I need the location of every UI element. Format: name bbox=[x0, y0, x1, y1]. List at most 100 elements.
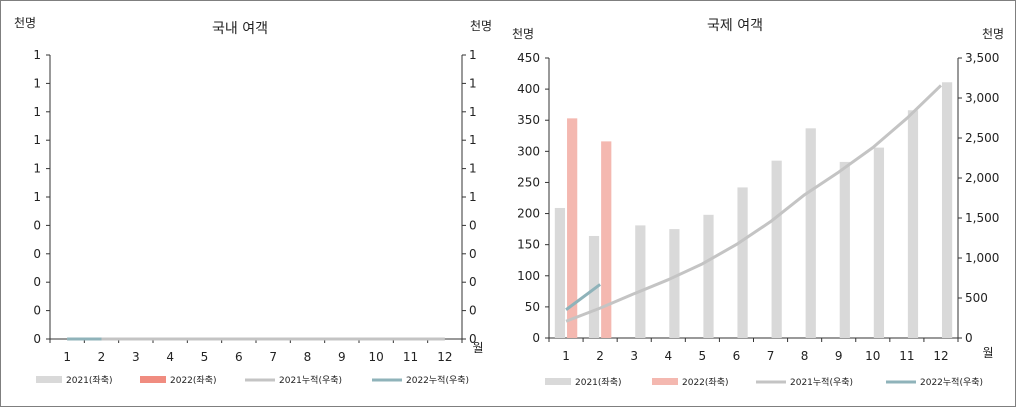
domestic-x-tick-label: 11 bbox=[403, 350, 418, 364]
international-x-tick-label: 11 bbox=[899, 349, 914, 363]
domestic-x-tick-label: 1 bbox=[63, 350, 71, 364]
domestic-right-tick-label: 0 bbox=[469, 247, 477, 261]
international-bar-2021 bbox=[941, 82, 953, 339]
domestic-right-tick-label: 1 bbox=[469, 105, 477, 119]
domestic-left-tick-label: 1 bbox=[33, 76, 41, 90]
international-chart: 0 50 100 150 200 250 300 350 400 450 0 500 1,000 1,50… bbox=[517, 51, 999, 363]
domestic-right-tick-label: 0 bbox=[469, 332, 477, 346]
international-x-tick-label: 6 bbox=[733, 349, 741, 363]
domestic-legend-label-c2021: 2021누적(우축) bbox=[279, 374, 342, 386]
domestic-x-tick-label: 9 bbox=[338, 350, 346, 364]
domestic-right-tick-label: 0 bbox=[469, 304, 477, 318]
domestic-right-tick-label: 1 bbox=[469, 76, 477, 90]
domestic-right-tick-label: 1 bbox=[469, 48, 477, 62]
international-x-unit: 월 bbox=[982, 346, 993, 360]
domestic-left-tick-label: 1 bbox=[33, 105, 41, 119]
international-right-tick-label: 2,000 bbox=[965, 171, 999, 185]
international-left-tick-label: 100 bbox=[517, 269, 540, 283]
international-bar-2021 bbox=[554, 207, 566, 338]
international-bar-2021 bbox=[703, 214, 714, 338]
international-x-tick-label: 9 bbox=[835, 349, 843, 363]
international-right-tick-label: 500 bbox=[965, 291, 988, 305]
international-x-tick-label: 2 bbox=[596, 349, 604, 363]
domestic-left-tick-label: 1 bbox=[33, 48, 41, 62]
domestic-x-tick-label: 7 bbox=[269, 350, 277, 364]
international-legend-label-y2022: 2022(좌축) bbox=[682, 377, 729, 388]
international-right-tick-label: 3,000 bbox=[965, 91, 999, 105]
domestic-x-tick-label: 5 bbox=[201, 350, 209, 364]
domestic-right-tick-label: 1 bbox=[469, 133, 477, 147]
international-left-tick-label: 400 bbox=[517, 82, 540, 96]
international-legend-label-c2021: 2021누적(우축) bbox=[790, 376, 853, 388]
international-bar-2021 bbox=[839, 161, 850, 338]
international-left-tick-label: 250 bbox=[517, 175, 540, 189]
domestic-left-tick-label: 0 bbox=[33, 218, 41, 232]
domestic-x-tick-label: 4 bbox=[166, 350, 174, 364]
international-line-2022-cumulative bbox=[565, 283, 602, 311]
domestic-right-tick-label: 0 bbox=[469, 275, 477, 289]
international-bar-2021 bbox=[805, 128, 816, 338]
domestic-x-tick-label: 8 bbox=[304, 350, 312, 364]
international-left-tick-label: 0 bbox=[532, 331, 540, 345]
international-bar-2021 bbox=[873, 147, 885, 338]
international-bar-2021 bbox=[588, 235, 600, 338]
domestic-left-tick-label: 0 bbox=[33, 247, 41, 261]
domestic-legend-swatch-y2022 bbox=[140, 376, 166, 383]
international-x-tick-label: 8 bbox=[801, 349, 809, 363]
international-chart-title: 국제 여객 bbox=[707, 18, 763, 34]
domestic-x-unit: 월 bbox=[472, 341, 483, 355]
international-x-tick-label: 12 bbox=[933, 349, 948, 363]
international-bar-2021 bbox=[907, 110, 919, 339]
domestic-right-unit: 천명 bbox=[470, 18, 492, 33]
international-left-tick-label: 150 bbox=[517, 238, 540, 252]
international-right-tick-label: 0 bbox=[965, 331, 973, 345]
domestic-left-tick-label: 0 bbox=[33, 332, 41, 346]
international-x-tick-label: 3 bbox=[630, 349, 638, 363]
international-right-tick-label: 1,500 bbox=[965, 211, 999, 225]
international-legend-swatch-y2021 bbox=[545, 378, 571, 385]
international-left-tick-label: 350 bbox=[517, 113, 540, 127]
legends: 2021(좌축) 2022(좌축) 2021누적(우축) 2022누적(우축) 2021… bbox=[36, 374, 983, 388]
international-bar-2021 bbox=[635, 225, 646, 338]
domestic-right-tick-label: 1 bbox=[469, 190, 477, 204]
international-x-tick-label: 7 bbox=[767, 349, 775, 363]
international-bar-2021 bbox=[669, 229, 680, 338]
international-x-tick-label: 1 bbox=[562, 349, 570, 363]
domestic-left-tick-label: 1 bbox=[33, 133, 41, 147]
international-legend-swatch-y2022 bbox=[652, 378, 678, 385]
international-right-unit: 천명 bbox=[982, 26, 1004, 41]
domestic-left-tick-label: 0 bbox=[33, 304, 41, 318]
domestic-x-tick-label: 3 bbox=[132, 350, 140, 364]
international-left-tick-label: 200 bbox=[517, 207, 540, 221]
domestic-legend-label-y2021: 2021(좌축) bbox=[66, 375, 113, 386]
international-legend-label-y2021: 2021(좌축) bbox=[575, 377, 622, 388]
domestic-legend-label-y2022: 2022(좌축) bbox=[170, 375, 217, 386]
international-left-tick-label: 50 bbox=[525, 300, 540, 314]
domestic-left-tick-label: 1 bbox=[33, 162, 41, 176]
international-line-2021-cumulative bbox=[565, 84, 942, 323]
domestic-legend-label-c2022: 2022누적(우축) bbox=[406, 374, 469, 386]
domestic-right-tick-label: 1 bbox=[469, 162, 477, 176]
domestic-x-tick-label: 12 bbox=[437, 350, 452, 364]
international-bar-2022 bbox=[601, 141, 612, 338]
domestic-left-tick-label: 0 bbox=[33, 275, 41, 289]
international-left-unit: 천명 bbox=[512, 26, 534, 41]
domestic-left-unit: 천명 bbox=[14, 15, 36, 30]
international-bar-2022 bbox=[567, 118, 578, 338]
domestic-x-tick-label: 10 bbox=[369, 350, 384, 364]
international-right-tick-label: 1,000 bbox=[965, 251, 999, 265]
international-x-tick-label: 10 bbox=[865, 349, 880, 363]
international-right-tick-label: 3,500 bbox=[965, 51, 999, 65]
domestic-legend-swatch-y2021 bbox=[36, 376, 62, 383]
international-left-tick-label: 450 bbox=[517, 51, 540, 65]
domestic-right-tick-label: 0 bbox=[469, 218, 477, 232]
international-bar-2021 bbox=[737, 187, 748, 338]
international-bar-2021 bbox=[771, 160, 782, 338]
international-legend-label-c2022: 2022누적(우축) bbox=[920, 376, 983, 388]
domestic-left-tick-label: 1 bbox=[33, 190, 41, 204]
international-x-tick-label: 4 bbox=[664, 349, 672, 363]
